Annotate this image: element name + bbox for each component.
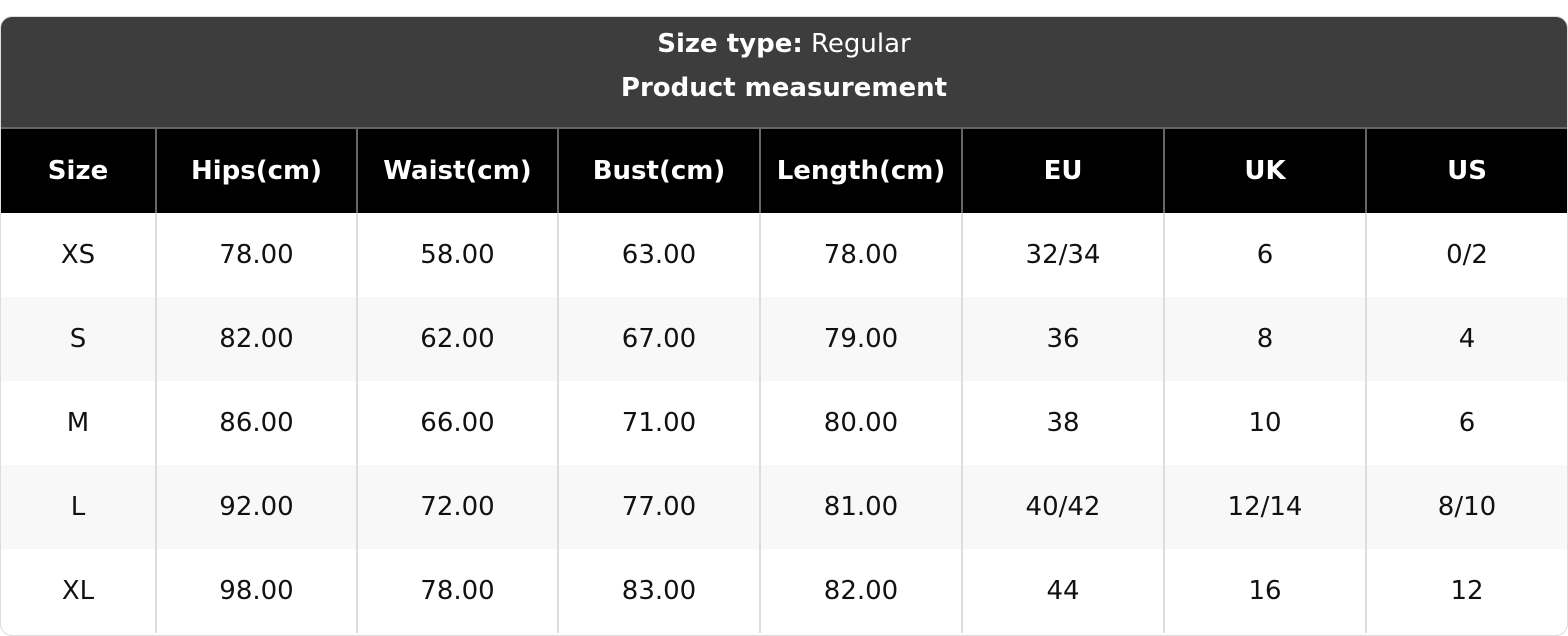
table-cell: 67.00 [557,297,760,381]
table-row: XS 78.00 58.00 63.00 78.00 32/34 6 0/2 [1,213,1567,297]
table-cell: 4 [1365,297,1567,381]
table-cell: M [66,408,90,438]
table-cell: 38 [961,381,1164,465]
table-cell: 78.00 [759,213,962,297]
column-header: Bust(cm) [557,129,760,213]
column-header: US [1365,129,1567,213]
table-cell: 71.00 [557,381,760,465]
table-cell: 92.00 [155,465,357,549]
column-header: Length(cm) [759,129,962,213]
table-row: M 86.00 66.00 71.00 80.00 38 10 6 [1,381,1567,465]
table-cell: L [1,465,156,549]
column-header: Waist(cm) [356,129,558,213]
table-row: L 92.00 72.00 77.00 81.00 40/42 12/14 8/10 [1,465,1567,549]
table-cell: 8 [1163,297,1366,381]
table-title: Product measurement [620,73,948,103]
table-cell: 10 [1163,381,1366,465]
table-row: S 82.00 62.00 67.00 79.00 36 8 4 [1,297,1567,381]
table-cell: 0/2 [1365,213,1567,297]
column-header: Hips(cm) [155,129,357,213]
table-cell: 77.00 [557,465,760,549]
column-header: EU [961,129,1164,213]
table-cell: 78.00 [155,213,357,297]
table-cell: 16 [1163,549,1366,633]
table-cell: 58.00 [356,213,558,297]
table-cell: 63.00 [557,213,760,297]
size-chart-caption: Size type: Regular Product measurement [1,17,1567,129]
table-cell: 12 [1365,549,1567,633]
size-type-value: Regular [811,29,911,59]
table-cell: 36 [961,297,1164,381]
table-cell: 98.00 [155,549,357,633]
size-type-label: Size type: [657,29,803,59]
column-header: Size [1,129,156,213]
table-cell: 8/10 [1365,465,1567,549]
size-table: Size Hips(cm) Waist(cm) Bust(cm) Length(cm) E… [1,129,1567,633]
size-type-line: Size type: Regular [1,17,1567,63]
table-cell: 80.00 [759,381,962,465]
table-cell: 72.00 [356,465,558,549]
table-cell: S [1,297,156,381]
table-cell: 44 [961,549,1164,633]
table-cell: 62.00 [356,297,558,381]
size-chart: Size type: Regular Product measurement S… [0,16,1568,636]
table-cell: 6 [1163,213,1366,297]
table-cell: 12/14 [1163,465,1366,549]
table-cell: 82.00 [155,297,357,381]
table-row: XL 98.00 78.00 83.00 82.00 44 16 12 [1,549,1567,633]
table-cell: 79.00 [759,297,962,381]
table-cell: 6 [1365,381,1567,465]
table-cell: 32/34 [961,213,1164,297]
table-cell: XS [60,240,96,270]
table-cell: 78.00 [356,549,558,633]
table-cell: 86.00 [155,381,357,465]
header-row: Size Hips(cm) Waist(cm) Bust(cm) Length(cm) E… [1,129,1567,213]
table-cell: 66.00 [356,381,558,465]
table-cell: XL [61,576,95,606]
table-cell: 82.00 [759,549,962,633]
table-cell: 40/42 [961,465,1164,549]
table-cell: 83.00 [557,549,760,633]
column-header: UK [1163,129,1366,213]
table-cell: 81.00 [759,465,962,549]
